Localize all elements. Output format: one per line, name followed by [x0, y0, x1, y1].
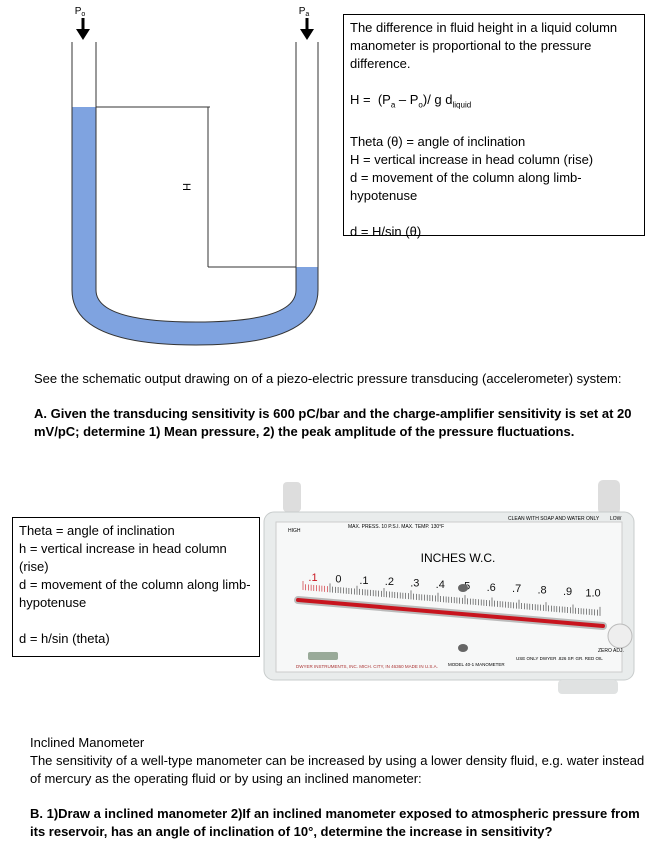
- fluid: [72, 107, 318, 345]
- text: )/ g d: [422, 92, 453, 107]
- height-label: H: [180, 183, 192, 191]
- manometer-photo: HIGH MAX. PRESS. 10 P.S.I. MAX. TEMP. 13…: [263, 480, 635, 694]
- tube: [71, 42, 319, 346]
- section-a: See the schematic output drawing on of a…: [34, 370, 654, 441]
- line: d = movement of the column along limb-hy…: [19, 577, 251, 610]
- scale-label: .9: [563, 586, 572, 598]
- scale: .10.1.2.3.4.5.6.7.8.91.0: [302, 572, 601, 616]
- subscript: o: [418, 100, 423, 110]
- scale-label: .4: [436, 579, 445, 591]
- screw: [458, 644, 468, 652]
- paragraph: The sensitivity of a well-type manometer…: [30, 753, 645, 786]
- definition-box: The difference in fluid height in a liqu…: [343, 14, 645, 239]
- scale-label: .3: [410, 578, 419, 590]
- scale-label: .6: [487, 582, 496, 594]
- text: (P: [377, 92, 391, 107]
- paragraph: See the schematic output drawing on of a…: [34, 371, 622, 386]
- small-text: CLEAN WITH SOAP AND WATER ONLY: [508, 516, 600, 522]
- small-text: LOW: [610, 516, 622, 522]
- formula: H = (Pa – Po)/ g dliquid: [350, 91, 638, 115]
- small-text: MODEL 40-1 MANOMETER: [448, 662, 505, 667]
- red-oil: [296, 598, 605, 628]
- arrow: [76, 29, 90, 40]
- u-tube-diagram: Po Pa H: [71, 6, 319, 346]
- small-text: DWYER INSTRUMENTS, INC. MICH. CITY, IN 4…: [296, 664, 438, 669]
- line: Theta = angle of inclination: [19, 523, 175, 538]
- scale-label: .8: [537, 585, 546, 597]
- pressure-label: Pa: [299, 6, 310, 18]
- line: d = movement of the column along limb-hy…: [350, 169, 582, 203]
- screw: [458, 584, 468, 592]
- line: h = vertical increase in head column (ri…: [19, 541, 227, 574]
- small-text: MAX. PRESS. 10 P.S.I. MAX. TEMP. 130°F: [348, 524, 444, 530]
- scale-label: .2: [385, 576, 394, 588]
- scale-label: .1: [359, 575, 368, 587]
- scale-label: .7: [512, 583, 521, 595]
- fitting: [598, 480, 620, 514]
- small-text: ZERO ADJ.: [598, 648, 624, 654]
- level: [308, 652, 338, 660]
- heading: Inclined Manometer: [30, 735, 145, 750]
- paragraph: The difference in fluid height in a liqu…: [350, 20, 618, 71]
- scale-label: 0: [335, 573, 341, 585]
- equation: d = H/sin (θ): [350, 223, 422, 239]
- subscript: a: [390, 100, 396, 110]
- text: H =: [350, 92, 371, 107]
- fitting: [283, 482, 301, 512]
- question: A. Given the transducing sensitivity is …: [34, 406, 632, 439]
- scale-label: 1.0: [585, 587, 600, 599]
- text: – P: [395, 92, 419, 107]
- question: B. 1)Draw a inclined manometer 2)If an i…: [30, 806, 640, 839]
- section-b: Inclined Manometer The sensitivity of a …: [30, 734, 658, 841]
- units: INCHES W.C.: [421, 551, 496, 565]
- arrow: [300, 29, 314, 40]
- subscript: liquid: [452, 100, 472, 110]
- pressure-label: Po: [75, 6, 86, 18]
- scale-label: .1: [308, 572, 317, 584]
- line: Theta (θ) = angle of inclination: [350, 133, 526, 149]
- equation: d = h/sin (theta): [19, 631, 110, 646]
- foot: [558, 680, 618, 694]
- definition-box: Theta = angle of inclination h = vertica…: [12, 517, 260, 657]
- small-text: USE ONLY DWYER .826 SP. GR. RED OIL: [516, 656, 603, 661]
- line: H = vertical increase in head column (ri…: [350, 151, 594, 167]
- knob: [607, 623, 633, 649]
- small-text: HIGH: [288, 528, 301, 534]
